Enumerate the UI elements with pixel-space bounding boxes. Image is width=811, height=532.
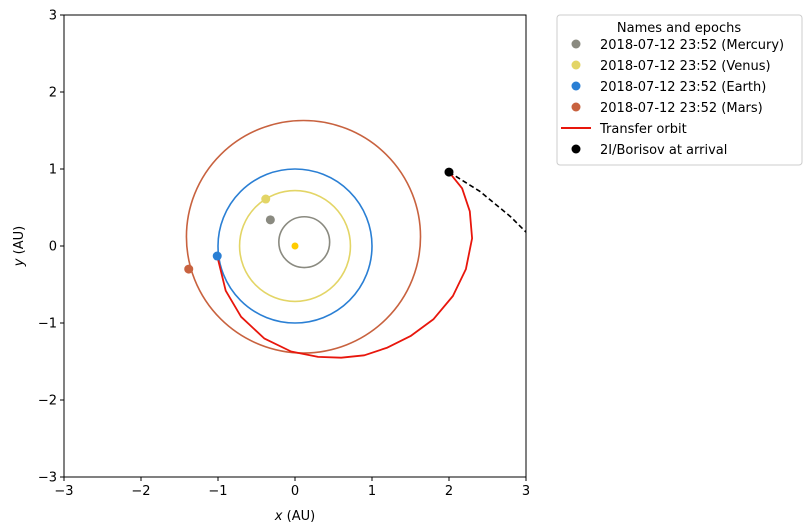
x-tick-label: 0 [291,484,299,499]
legend: Names and epochs 2018-07-12 23:52 (Mercu… [556,14,803,166]
legend-dot-marker [571,144,581,154]
x-tick-label: −2 [131,484,150,499]
sun-point [291,242,299,250]
planet-point-mars [184,264,194,274]
legend-entry-label: Transfer orbit [599,122,687,137]
y-tick-label: 2 [49,86,57,101]
x-tick-label: −3 [54,484,73,499]
y-axis: −3 −2 −1 0 1 2 3 [38,9,64,486]
x-tick-label: 1 [368,484,376,499]
orbit-mars [185,119,422,354]
x-axis: −3 −2 −1 0 1 2 3 [54,477,530,499]
x-tick-label: 3 [522,484,530,499]
y-axis-var: y [12,258,27,267]
y-tick-label: −1 [38,317,57,332]
orbit-mercury [278,215,331,269]
legend-frame [556,14,803,166]
y-tick-label: 3 [49,9,57,24]
legend-title: Names and epochs [617,21,741,36]
y-tick-label: 0 [49,240,57,255]
legend-entry-label: 2I/Borisov at arrival [600,143,727,158]
plot-area [184,119,526,359]
borisov-path-line [448,171,526,233]
y-tick-label: −3 [38,471,57,486]
y-axis-title: y (AU) [12,226,27,267]
legend-entry-label: 2018-07-12 23:52 (Earth) [600,80,766,95]
planet-point-venus [261,194,271,204]
legend-entries: 2018-07-12 23:52 (Mercury) 2018-07-12 23:… [561,38,784,158]
x-tick-label: 2 [445,484,453,499]
arrival-point [444,167,454,177]
y-tick-label: −2 [38,394,57,409]
transfer-orbit-line [216,171,473,359]
x-tick-label: −1 [208,484,227,499]
orbit-earth [217,168,373,324]
y-axis-unit: (AU) [12,226,27,255]
x-axis-var: x [274,509,283,524]
legend-entry-label: 2018-07-12 23:52 (Mercury) [600,38,784,53]
legend-dot-marker [571,60,581,70]
orbit-venus [238,189,352,303]
planet-point-earth [212,251,222,261]
planet-point-mercury [265,215,275,225]
legend-entry-label: 2018-07-12 23:52 (Venus) [600,59,771,74]
legend-dot-marker [571,81,581,91]
legend-entry-label: 2018-07-12 23:52 (Mars) [600,101,763,116]
x-axis-title: x (AU) [274,509,315,524]
y-tick-label: 1 [49,163,57,178]
legend-dot-marker [571,102,581,112]
legend-dot-marker [571,39,581,49]
x-axis-unit: (AU) [287,509,316,524]
